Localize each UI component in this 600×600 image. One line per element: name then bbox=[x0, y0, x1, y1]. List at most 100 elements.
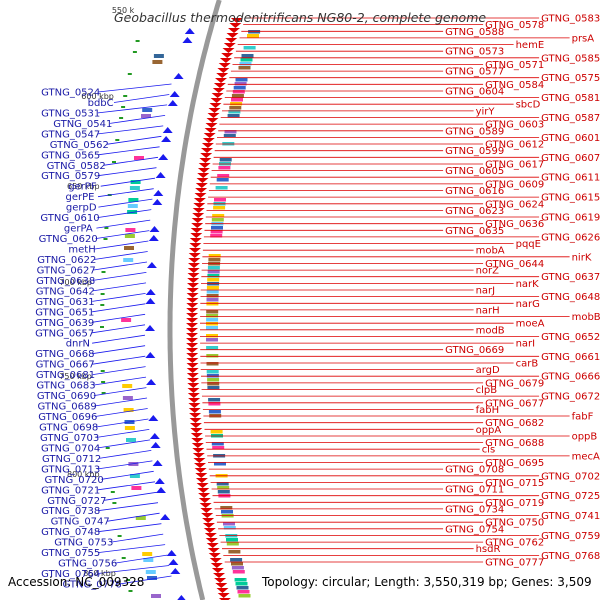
forward-gene-arrow bbox=[230, 18, 243, 23]
feature-block bbox=[217, 174, 230, 178]
forward-gene-arrow bbox=[190, 428, 203, 433]
leader-line bbox=[97, 167, 157, 177]
forward-gene-arrow bbox=[193, 203, 206, 208]
gene-label: oppB bbox=[572, 432, 598, 443]
forward-gene-arrow bbox=[216, 73, 229, 78]
gene-label: GTNG_0599 bbox=[445, 146, 504, 157]
feature-block bbox=[233, 86, 246, 90]
reverse-gene-arrow bbox=[177, 595, 186, 600]
feature-block bbox=[122, 396, 133, 400]
gene-label: GTNG_0573 bbox=[445, 47, 504, 58]
feature-block bbox=[234, 578, 247, 582]
reverse-gene-arrow bbox=[146, 262, 157, 268]
leader-line bbox=[92, 366, 146, 375]
feature-block bbox=[206, 322, 218, 326]
gene-label: GTNG_0754 bbox=[445, 524, 504, 535]
forward-gene-arrow bbox=[186, 318, 199, 323]
gene-label: GTNG_0682 bbox=[485, 418, 544, 429]
forward-gene-arrow bbox=[187, 388, 200, 393]
forward-gene-arrow bbox=[219, 58, 232, 63]
leader-line bbox=[111, 533, 164, 543]
reverse-gene-arrow bbox=[169, 91, 180, 97]
forward-gene-arrow bbox=[208, 553, 221, 558]
gene-label: GTNG_0565 bbox=[41, 150, 100, 161]
feature-block bbox=[228, 550, 241, 554]
gene-label: GTNG_0725 bbox=[541, 491, 600, 502]
gene-label: GTNG_0581 bbox=[541, 93, 600, 104]
reverse-gene-arrow bbox=[149, 433, 160, 439]
gene-label: GTNG_0619 bbox=[541, 213, 600, 224]
feature-block bbox=[241, 54, 254, 58]
gene-label: GTNG_0587 bbox=[541, 113, 600, 124]
leader-line bbox=[93, 387, 147, 396]
forward-gene-arrow bbox=[189, 413, 202, 418]
feature-mark bbox=[100, 293, 105, 295]
leader-line bbox=[93, 376, 147, 386]
forward-gene-arrow bbox=[197, 488, 210, 493]
forward-gene-arrow bbox=[186, 303, 199, 308]
feature-block bbox=[219, 158, 232, 162]
gene-label: GTNG_0708 bbox=[445, 465, 504, 476]
feature-block bbox=[243, 46, 256, 50]
forward-gene-arrow bbox=[188, 403, 201, 408]
leader-line bbox=[97, 523, 162, 533]
forward-gene-arrow bbox=[186, 293, 199, 298]
backbone-ring bbox=[167, 0, 222, 600]
gene-label: GTNG_0524 bbox=[41, 88, 100, 99]
gene-label: GTNG_0541 bbox=[53, 119, 112, 130]
gene-label: nirK bbox=[572, 252, 592, 263]
feature-block bbox=[226, 542, 239, 546]
feature-mark bbox=[121, 557, 126, 559]
forward-gene-arrow bbox=[191, 218, 204, 223]
gene-label: GTNG_0622 bbox=[37, 255, 96, 266]
leader-line bbox=[97, 439, 151, 449]
feature-block bbox=[145, 570, 156, 574]
forward-gene-arrow bbox=[213, 83, 226, 88]
reverse-gene-arrow bbox=[145, 325, 155, 331]
gene-label: GTNG_0741 bbox=[541, 511, 600, 522]
feature-mark bbox=[112, 502, 117, 504]
feature-mark bbox=[121, 106, 126, 108]
gene-label: GTNG_0609 bbox=[485, 179, 544, 190]
reverse-gene-arrow bbox=[173, 73, 184, 79]
feature-block bbox=[237, 590, 250, 594]
gene-label: carB bbox=[516, 359, 539, 370]
feature-block bbox=[126, 438, 136, 442]
forward-gene-arrow bbox=[192, 448, 205, 453]
feature-block bbox=[206, 362, 219, 366]
reverse-gene-arrow bbox=[148, 235, 159, 241]
gene-label: GTNG_0579 bbox=[41, 171, 100, 182]
forward-gene-arrow bbox=[215, 583, 228, 588]
forward-gene-arrow bbox=[212, 88, 225, 93]
gene-label: gerPF bbox=[68, 182, 97, 193]
gene-label: GTNG_0578 bbox=[485, 20, 544, 31]
forward-gene-arrow bbox=[229, 23, 242, 28]
leader-line bbox=[97, 125, 164, 135]
feature-block bbox=[230, 558, 243, 562]
feature-block bbox=[223, 526, 236, 530]
forward-gene-arrow bbox=[186, 328, 198, 333]
feature-block bbox=[232, 570, 245, 574]
leader-line bbox=[92, 272, 147, 281]
feature-block bbox=[232, 90, 245, 94]
forward-gene-arrow bbox=[217, 593, 230, 598]
forward-gene-arrow bbox=[199, 503, 212, 508]
feature-block bbox=[206, 374, 219, 378]
forward-gene-arrow bbox=[200, 508, 213, 513]
gene-label: GTNG_0611 bbox=[541, 173, 600, 184]
leader-line bbox=[114, 554, 168, 564]
leader-line bbox=[98, 450, 152, 459]
gene-label: GTNG_0624 bbox=[485, 199, 544, 210]
forward-gene-arrow bbox=[187, 378, 199, 383]
gene-label: GTNG_0627 bbox=[37, 266, 96, 277]
forward-gene-arrow bbox=[190, 228, 203, 233]
gene-label: GTNG_0661 bbox=[541, 352, 600, 363]
gene-label: GTNG_0610 bbox=[40, 213, 99, 224]
gene-label: clpB bbox=[476, 385, 498, 396]
feature-block bbox=[238, 594, 251, 598]
gene-label: moeA bbox=[516, 319, 545, 330]
leader-lines bbox=[91, 17, 570, 585]
feature-block bbox=[208, 410, 221, 414]
forward-gene-arrow bbox=[189, 418, 202, 423]
forward-gene-arrow bbox=[189, 423, 202, 428]
